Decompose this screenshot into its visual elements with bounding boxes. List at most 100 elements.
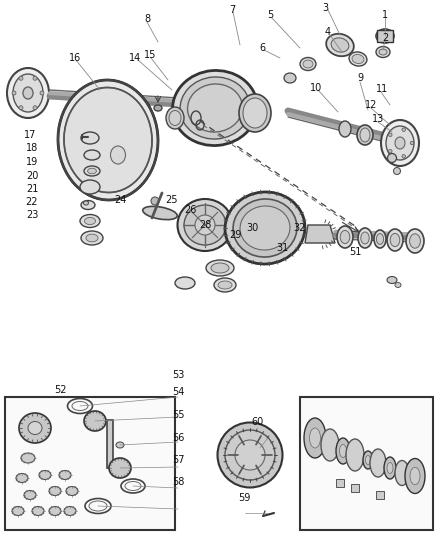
Text: 13: 13	[372, 114, 384, 124]
Ellipse shape	[395, 282, 401, 287]
Text: 53: 53	[172, 370, 184, 380]
Ellipse shape	[13, 74, 43, 112]
Ellipse shape	[376, 233, 384, 245]
Ellipse shape	[16, 473, 28, 482]
Ellipse shape	[21, 453, 35, 463]
Ellipse shape	[340, 230, 350, 244]
Ellipse shape	[218, 281, 232, 289]
Text: 31: 31	[276, 243, 288, 253]
Ellipse shape	[59, 471, 71, 480]
Ellipse shape	[387, 277, 397, 284]
Ellipse shape	[64, 506, 76, 515]
Ellipse shape	[66, 487, 78, 496]
Ellipse shape	[321, 429, 339, 461]
Text: 10: 10	[310, 83, 322, 93]
Ellipse shape	[84, 166, 100, 176]
Ellipse shape	[19, 106, 23, 110]
Text: 15: 15	[144, 50, 156, 60]
Text: 57: 57	[172, 455, 184, 465]
Ellipse shape	[410, 141, 414, 145]
Text: 28: 28	[199, 220, 211, 230]
Ellipse shape	[410, 467, 420, 484]
Ellipse shape	[166, 107, 184, 129]
Ellipse shape	[363, 451, 373, 469]
Ellipse shape	[154, 105, 162, 111]
Bar	[336, 479, 344, 487]
Text: 24: 24	[114, 195, 126, 205]
Ellipse shape	[80, 180, 100, 194]
Ellipse shape	[360, 128, 370, 142]
Ellipse shape	[84, 201, 88, 205]
Ellipse shape	[379, 49, 387, 55]
Ellipse shape	[388, 154, 396, 163]
Ellipse shape	[151, 197, 159, 205]
Ellipse shape	[225, 192, 305, 264]
Ellipse shape	[361, 232, 369, 244]
Ellipse shape	[218, 423, 283, 488]
Ellipse shape	[390, 233, 400, 247]
Ellipse shape	[32, 506, 44, 515]
Bar	[5, 397, 175, 530]
Bar	[377, 30, 393, 42]
Bar	[376, 491, 384, 499]
Ellipse shape	[384, 457, 396, 479]
Text: 2: 2	[382, 33, 388, 43]
Ellipse shape	[175, 277, 195, 289]
Ellipse shape	[225, 430, 275, 480]
Text: 30: 30	[246, 223, 258, 233]
Ellipse shape	[109, 458, 131, 478]
Ellipse shape	[85, 217, 95, 224]
Polygon shape	[305, 225, 335, 243]
Ellipse shape	[386, 126, 414, 160]
Ellipse shape	[88, 168, 96, 174]
Ellipse shape	[339, 445, 346, 457]
Ellipse shape	[243, 98, 267, 128]
Ellipse shape	[389, 133, 392, 136]
Text: 17: 17	[24, 130, 36, 140]
Ellipse shape	[358, 228, 372, 248]
Ellipse shape	[374, 230, 386, 248]
Text: 51: 51	[349, 247, 361, 257]
Text: 4: 4	[325, 27, 331, 37]
Text: 58: 58	[172, 477, 184, 487]
Ellipse shape	[81, 231, 103, 245]
Text: 9: 9	[357, 73, 363, 83]
Ellipse shape	[80, 214, 100, 228]
Bar	[351, 484, 359, 492]
Ellipse shape	[214, 278, 236, 292]
Ellipse shape	[143, 206, 177, 220]
Ellipse shape	[129, 99, 151, 127]
Ellipse shape	[326, 34, 354, 56]
Ellipse shape	[402, 128, 406, 132]
Ellipse shape	[177, 199, 233, 251]
Ellipse shape	[184, 205, 226, 245]
Ellipse shape	[58, 80, 158, 200]
Ellipse shape	[235, 440, 265, 470]
Text: 7: 7	[229, 5, 235, 15]
Ellipse shape	[395, 461, 409, 486]
Ellipse shape	[19, 413, 51, 443]
Text: 5: 5	[267, 10, 273, 20]
Ellipse shape	[19, 76, 23, 80]
Text: 60: 60	[252, 417, 264, 427]
Text: 3: 3	[322, 3, 328, 13]
Text: 32: 32	[294, 223, 306, 233]
Ellipse shape	[387, 463, 393, 473]
Text: 6: 6	[259, 43, 265, 53]
Ellipse shape	[33, 76, 37, 80]
Ellipse shape	[365, 456, 371, 464]
Text: 56: 56	[172, 433, 184, 443]
Ellipse shape	[349, 52, 367, 66]
Ellipse shape	[405, 458, 425, 494]
Ellipse shape	[28, 422, 42, 434]
Ellipse shape	[116, 442, 124, 448]
Ellipse shape	[303, 60, 313, 68]
Ellipse shape	[370, 449, 386, 477]
Ellipse shape	[81, 200, 95, 209]
Ellipse shape	[169, 110, 181, 125]
Text: 16: 16	[69, 53, 81, 63]
Text: 23: 23	[26, 210, 38, 220]
Text: 19: 19	[26, 157, 38, 167]
Ellipse shape	[23, 87, 33, 99]
Ellipse shape	[49, 487, 61, 496]
